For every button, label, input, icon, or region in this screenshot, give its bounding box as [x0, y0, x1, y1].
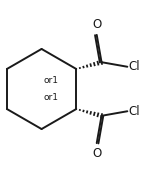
Text: or1: or1: [43, 76, 58, 85]
Text: O: O: [92, 18, 101, 31]
Text: Cl: Cl: [129, 60, 140, 73]
Text: or1: or1: [43, 93, 58, 102]
Text: Cl: Cl: [129, 105, 140, 118]
Text: O: O: [92, 147, 101, 160]
